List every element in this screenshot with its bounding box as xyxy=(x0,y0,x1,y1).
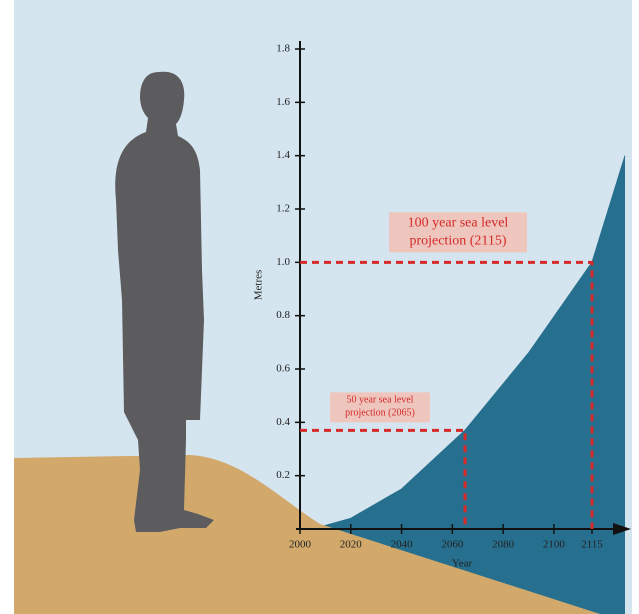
y-tick-label: 1.0 xyxy=(276,256,290,268)
y-tick-label: 0.4 xyxy=(276,416,290,428)
x-axis-title: Year xyxy=(452,558,473,570)
projection-label: projection (2115) xyxy=(409,234,506,249)
projection-line xyxy=(300,428,467,529)
projection-label: 50 year sea level xyxy=(347,395,414,406)
y-tick-label: 1.4 xyxy=(276,149,290,161)
x-tick-label: 2100 xyxy=(543,539,566,551)
water-area xyxy=(312,155,625,614)
person-silhouette xyxy=(115,71,214,532)
y-tick-label: 1.6 xyxy=(276,96,290,108)
axes: 0.2 0.4 0.6 0.8 1.0 1.2 1.4 1.6 1.8 2000 2020 2040 2… xyxy=(276,41,631,551)
y-tick-label: 1.2 xyxy=(276,203,290,215)
x-tick-label: 2020 xyxy=(340,539,363,551)
projection-label: 100 year sea level xyxy=(408,216,509,231)
x-tick-label: 2040 xyxy=(391,539,414,551)
y-tick-label: 0.2 xyxy=(276,469,290,481)
x-axis-arrow xyxy=(613,523,631,535)
y-tick-label: 1.8 xyxy=(276,43,290,55)
y-tick-label: 0.8 xyxy=(276,309,290,321)
projection-line xyxy=(300,260,594,529)
x-tick-label: 2060 xyxy=(441,539,464,551)
projection-label-box xyxy=(330,392,430,423)
x-tick-label: 2000 xyxy=(289,539,312,551)
y-axis-title: Metres xyxy=(253,270,265,301)
x-tick-label: 2080 xyxy=(492,539,515,551)
projection-label: projection (2065) xyxy=(345,408,415,419)
projection-label-box xyxy=(388,212,527,253)
y-tick-label: 0.6 xyxy=(276,363,290,375)
x-tick-label: 2115 xyxy=(581,539,603,551)
